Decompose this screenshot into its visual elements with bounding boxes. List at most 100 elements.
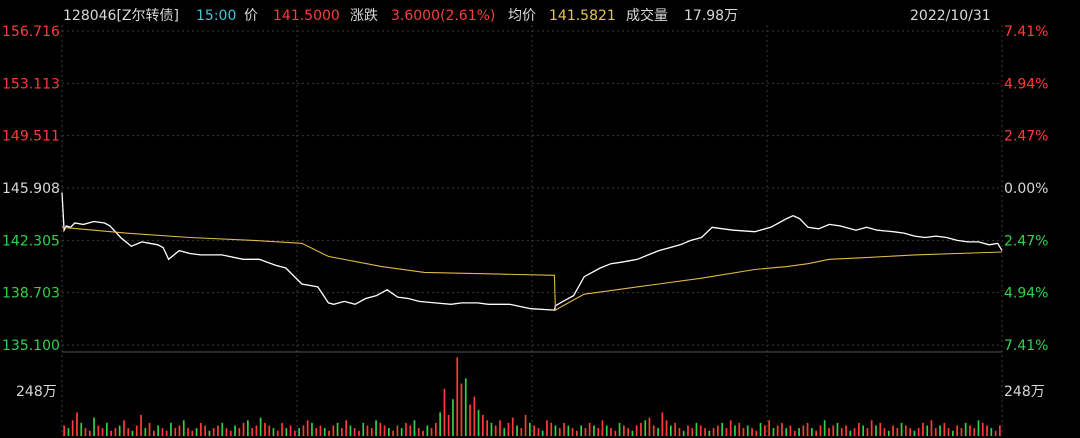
volume-bar xyxy=(298,428,300,436)
volume-bar xyxy=(781,422,783,436)
volume-bar xyxy=(751,428,753,436)
volume-bar xyxy=(644,420,647,437)
volume-bar xyxy=(930,420,933,437)
y-left-tick-label: 135.100 xyxy=(2,338,60,354)
volume-bar xyxy=(76,412,78,436)
volume-bar xyxy=(627,428,629,436)
volume-bar xyxy=(819,425,822,436)
volume-bar xyxy=(529,422,531,436)
volume-bar xyxy=(473,396,476,436)
volume-bar xyxy=(383,425,386,436)
volume-bar xyxy=(251,428,253,436)
volume-bar xyxy=(396,425,399,436)
volume-bar xyxy=(182,420,185,437)
volume-bar xyxy=(511,417,514,436)
volume-bar xyxy=(464,378,467,437)
volume-bar xyxy=(285,428,288,436)
volume-bar xyxy=(67,428,70,436)
volume-bar xyxy=(435,422,437,436)
volume-bar xyxy=(131,430,134,437)
quote-time: 15:00 xyxy=(196,8,237,24)
volume-bar xyxy=(917,428,920,436)
volume-bar xyxy=(623,425,625,436)
volume-bar xyxy=(665,420,668,437)
volume-bar xyxy=(640,422,642,436)
volume-bar xyxy=(729,420,732,437)
volume-bar xyxy=(140,415,142,436)
volume-bar xyxy=(289,425,292,436)
volume-bar xyxy=(212,428,215,436)
volume-bar xyxy=(264,422,266,436)
volume-bar xyxy=(661,412,664,436)
avg-label: 均价 xyxy=(508,8,536,24)
volume-bar xyxy=(400,428,403,436)
volume-bar xyxy=(994,430,997,437)
volume-bar xyxy=(840,428,843,436)
avg-value: 141.5821 xyxy=(549,8,616,24)
volume-bar xyxy=(657,428,659,436)
y-right-tick-label: 2.47% xyxy=(1004,233,1048,249)
volume-bar xyxy=(990,428,993,436)
volume-bar xyxy=(708,430,711,437)
volume-bar xyxy=(699,425,702,436)
volume-bar xyxy=(191,430,194,437)
volume-bar xyxy=(691,428,694,436)
volume-bar xyxy=(755,430,758,437)
volume-bar xyxy=(546,420,548,437)
volume-bar xyxy=(926,425,929,436)
volume-label: 成交量 xyxy=(626,8,668,24)
volume-bar xyxy=(849,430,852,437)
volume-tick-right: 248万 xyxy=(1004,384,1045,400)
volume-bar xyxy=(281,422,283,436)
volume-bar xyxy=(405,422,407,436)
volume-bar xyxy=(242,422,245,436)
volume-bar xyxy=(682,430,685,437)
volume-bar xyxy=(875,425,877,436)
volume-bar xyxy=(674,422,676,436)
volume-bar xyxy=(793,430,796,437)
volume-bar xyxy=(494,425,497,436)
volume-bar xyxy=(678,428,681,436)
quote-date: 2022/10/31 xyxy=(910,8,991,24)
y-left-tick-label: 145.908 xyxy=(2,181,60,197)
volume-bar xyxy=(294,430,296,437)
volume-bar xyxy=(229,430,232,437)
volume-bar xyxy=(580,425,582,436)
volume-bar xyxy=(687,425,689,436)
volume-bar xyxy=(221,422,224,436)
volume-bar xyxy=(576,430,578,437)
volume-bar xyxy=(430,428,433,436)
volume-bar xyxy=(323,428,326,436)
volume-bar xyxy=(315,428,318,436)
volume-bar xyxy=(426,425,429,436)
volume-bar xyxy=(477,409,480,437)
volume-bar xyxy=(879,422,882,436)
volume-bar xyxy=(768,420,770,437)
price-value: 141.5000 xyxy=(273,8,340,24)
volume-bar xyxy=(981,422,984,436)
y-left-tick-label: 153.113 xyxy=(2,76,60,92)
volume-bar xyxy=(571,428,574,436)
volume-bar xyxy=(259,417,262,436)
volume-bar xyxy=(524,415,527,436)
volume-bar xyxy=(452,399,454,437)
y-right-tick-label: 0.00% xyxy=(1004,181,1048,197)
chart-header: 128046[Z尔转债] 15:00 价 141.5000 涨跌 3.6000(… xyxy=(0,0,1080,30)
volume-bar xyxy=(110,430,112,437)
volume-bar xyxy=(345,420,347,437)
volume-bar xyxy=(328,430,330,437)
volume-bar xyxy=(362,422,365,436)
volume-bar xyxy=(127,428,130,436)
volume-bar xyxy=(670,425,672,436)
volume-bar xyxy=(746,425,749,436)
y-left-tick-label: 142.305 xyxy=(2,233,60,249)
volume-bar xyxy=(135,425,138,436)
volume-bar xyxy=(969,425,971,436)
volume-bar xyxy=(217,425,219,436)
volume-bar xyxy=(341,428,343,436)
volume-bar xyxy=(947,428,950,436)
volume-bar xyxy=(922,422,924,436)
volume-bar xyxy=(114,428,117,436)
volume-bar xyxy=(956,425,958,436)
